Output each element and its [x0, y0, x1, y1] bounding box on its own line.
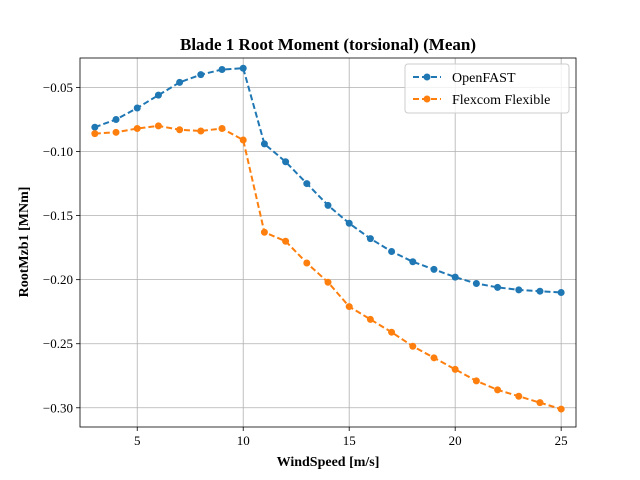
legend-label-openfast: OpenFAST	[452, 71, 516, 86]
data-point-flexcom-flexible	[430, 354, 438, 362]
legend-marker-openfast	[423, 73, 431, 81]
data-point-flexcom-flexible	[133, 124, 141, 132]
y-tick-label: −0.25	[43, 336, 73, 351]
legend-marker-flexcom-flexible	[423, 95, 431, 103]
data-point-flexcom-flexible	[197, 127, 205, 135]
data-point-openfast	[536, 287, 544, 295]
series-flexcom-flexible	[91, 122, 565, 413]
data-point-flexcom-flexible	[218, 124, 226, 132]
data-point-openfast	[409, 258, 417, 266]
data-point-openfast	[515, 286, 523, 294]
data-point-openfast	[430, 265, 438, 273]
data-point-openfast	[557, 288, 565, 296]
data-point-openfast	[154, 91, 162, 99]
data-point-openfast	[133, 104, 141, 112]
chart-title: Blade 1 Root Moment (torsional) (Mean)	[180, 35, 476, 54]
y-tick-label: −0.05	[43, 80, 73, 95]
data-point-flexcom-flexible	[388, 328, 396, 336]
x-axis-label: WindSpeed [m/s]	[277, 455, 380, 470]
data-point-openfast	[218, 66, 226, 74]
data-point-flexcom-flexible	[260, 228, 268, 236]
data-point-openfast	[324, 201, 332, 209]
data-point-flexcom-flexible	[451, 365, 459, 373]
data-point-flexcom-flexible	[494, 386, 502, 394]
data-point-openfast	[366, 235, 374, 243]
series-openfast	[91, 64, 565, 296]
legend-box	[404, 63, 570, 114]
data-point-openfast	[472, 280, 480, 287]
data-point-flexcom-flexible	[282, 237, 290, 245]
legend-label-flexcom-flexible: Flexcom Flexible	[452, 93, 550, 108]
data-point-openfast	[260, 140, 268, 148]
data-point-flexcom-flexible	[91, 130, 99, 138]
data-point-openfast	[451, 273, 459, 281]
x-tick-label: 25	[555, 433, 568, 448]
data-point-flexcom-flexible	[366, 315, 374, 323]
data-point-openfast	[494, 283, 502, 291]
x-tick-label: 20	[449, 433, 462, 448]
data-point-openfast	[112, 116, 120, 123]
y-tick-label: −0.15	[43, 208, 73, 223]
data-point-flexcom-flexible	[324, 278, 332, 286]
data-point-flexcom-flexible	[154, 122, 162, 130]
data-point-openfast	[239, 64, 247, 72]
axis-ticks: 5 10 15 20 25 −0.05 −0.10 −0.15 −0.20 −0.25 −0.30	[43, 80, 568, 448]
data-point-flexcom-flexible	[112, 128, 120, 136]
legend: OpenFAST Flexcom Flexible	[404, 63, 570, 114]
y-tick-label: −0.20	[43, 272, 73, 287]
data-point-openfast	[91, 123, 99, 131]
data-point-openfast	[197, 71, 205, 79]
data-point-flexcom-flexible	[536, 399, 544, 407]
x-tick-label: 15	[343, 433, 356, 448]
data-point-openfast	[345, 219, 353, 227]
data-point-openfast	[282, 158, 290, 166]
data-point-openfast	[303, 180, 311, 188]
x-tick-label: 10	[237, 433, 250, 448]
data-point-openfast	[388, 247, 396, 255]
data-point-flexcom-flexible	[345, 303, 353, 311]
data-point-flexcom-flexible	[557, 405, 565, 413]
data-point-flexcom-flexible	[515, 392, 523, 400]
data-point-flexcom-flexible	[303, 259, 311, 267]
y-tick-label: −0.30	[43, 400, 73, 415]
data-point-flexcom-flexible	[176, 126, 184, 134]
series-layer	[91, 64, 565, 413]
data-point-flexcom-flexible	[472, 377, 480, 385]
plot-frame	[79, 57, 577, 428]
data-point-flexcom-flexible	[239, 136, 247, 144]
data-point-openfast	[176, 78, 184, 86]
x-tick-label: 5	[134, 433, 141, 448]
data-point-flexcom-flexible	[409, 342, 417, 350]
y-tick-label: −0.10	[43, 144, 73, 159]
series-line-flexcom-flexible	[94, 124, 562, 411]
y-axis-label: RootMzb1 [MNm]	[17, 187, 32, 298]
